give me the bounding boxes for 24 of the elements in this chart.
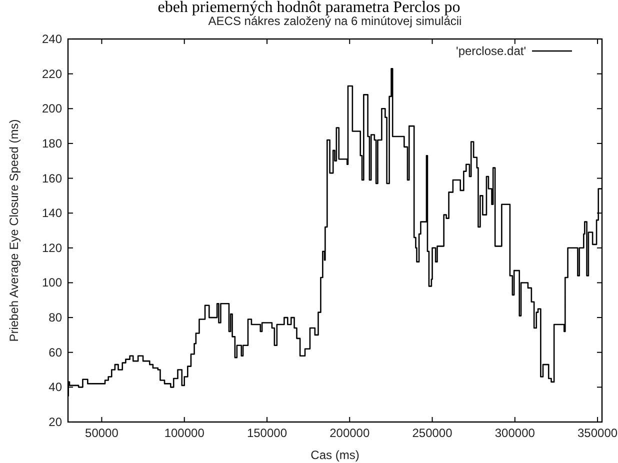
- y-tick-label: 120: [42, 240, 62, 255]
- x-axis-title: Cas (ms): [310, 448, 360, 462]
- text: ebeh priemerných hodnôt parametra Perclos po: [158, 0, 460, 16]
- x-tick-label: 50000: [85, 426, 119, 440]
- y-tick-label: 40: [48, 380, 62, 394]
- x-tick-label: 350000: [578, 426, 618, 440]
- x-tick-label: 100000: [164, 426, 205, 440]
- y-tick-label: 240: [42, 32, 62, 46]
- y-tick-label: 20: [48, 415, 62, 429]
- y-tick-label: 100: [42, 276, 62, 290]
- chart-title: AECS nákres založený na 6 minútovej simulácii: [208, 14, 462, 28]
- y-tick-label: 80: [48, 310, 62, 325]
- y-tick-label: 220: [42, 66, 62, 81]
- y-tick-label: 60: [48, 345, 62, 360]
- y-tick-label: 180: [42, 136, 62, 150]
- legend-label: 'perclose.dat': [456, 44, 526, 58]
- y-tick-label: 200: [42, 102, 62, 116]
- x-tick-label: 250000: [412, 426, 453, 440]
- y-tick-label: 160: [42, 171, 62, 186]
- y-axis-title: Priebeh Average Eye Closure Speed (ms): [7, 119, 21, 342]
- y-tick-label: 140: [42, 206, 62, 220]
- x-tick-label: 200000: [330, 426, 370, 440]
- x-tick-label: 150000: [246, 426, 288, 440]
- x-tick-label: 300000: [494, 426, 536, 440]
